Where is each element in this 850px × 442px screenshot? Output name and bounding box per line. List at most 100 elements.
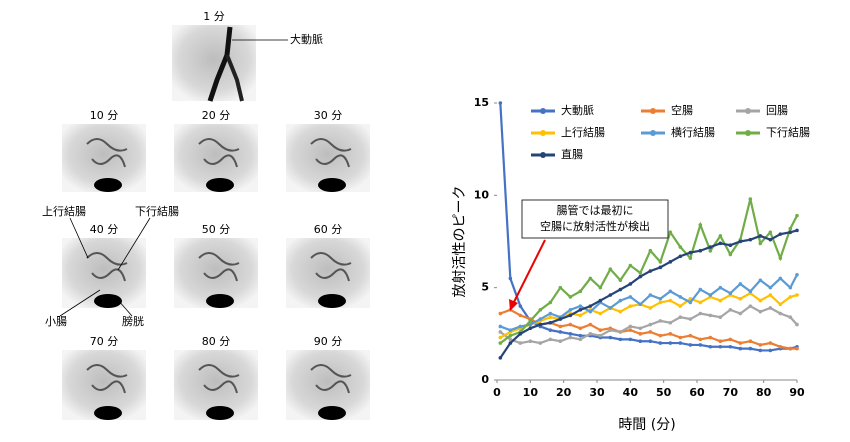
legend-dot [650, 108, 656, 114]
point [788, 226, 793, 231]
point [668, 260, 673, 264]
point [648, 330, 653, 334]
bowel [198, 364, 240, 394]
point [668, 230, 673, 235]
x-tick-label: 70 [723, 386, 739, 399]
scan-image [174, 350, 258, 420]
point [588, 304, 593, 308]
point [738, 296, 743, 301]
point [638, 271, 643, 275]
point [688, 250, 693, 255]
bowel [310, 138, 352, 168]
point [648, 306, 653, 310]
point [658, 260, 663, 264]
point [698, 343, 703, 347]
point [558, 317, 563, 321]
annotation-text: 腸管では最初に [557, 203, 634, 217]
point [718, 285, 723, 290]
x-axis-label: 時間 (分) [618, 417, 675, 433]
x-tick-label: 0 [493, 386, 501, 399]
point [778, 276, 783, 281]
point [698, 223, 703, 227]
legend-label: 回腸 [766, 104, 788, 117]
point [548, 315, 553, 320]
point [638, 326, 643, 331]
bowel [86, 364, 128, 394]
point [538, 317, 543, 321]
point [628, 282, 633, 286]
point [718, 344, 723, 349]
point [728, 291, 733, 296]
point [618, 287, 623, 292]
point [498, 311, 503, 316]
point [638, 302, 643, 307]
point [688, 256, 693, 260]
organ-label: 大動脈 [290, 32, 323, 46]
point [538, 322, 543, 327]
point [578, 333, 583, 338]
point [618, 278, 623, 283]
point [768, 285, 773, 290]
organ-label: 上行結腸 [42, 204, 86, 218]
point [538, 341, 543, 345]
point [598, 285, 603, 290]
point [508, 333, 513, 338]
point [718, 315, 723, 320]
point [795, 272, 799, 277]
point [578, 337, 583, 342]
point [498, 335, 503, 340]
point [628, 324, 633, 329]
point [768, 348, 773, 353]
x-tick-label: 20 [556, 386, 572, 399]
point [548, 328, 553, 332]
x-tick-label: 40 [623, 386, 639, 399]
point [608, 267, 613, 272]
legend-label: 直腸 [561, 147, 583, 161]
point [678, 341, 683, 345]
x-tick-label: 50 [656, 386, 672, 399]
scan-image [174, 124, 258, 192]
point [668, 320, 673, 325]
legend-label: 空腸 [671, 103, 693, 117]
point [678, 245, 683, 249]
point [498, 330, 503, 334]
point [698, 287, 703, 292]
point [718, 241, 723, 246]
time-label: 70 分 [90, 335, 119, 348]
point [698, 311, 703, 316]
point [648, 269, 653, 273]
point [788, 295, 793, 299]
time-label: 1 分 [203, 10, 225, 23]
point [638, 274, 643, 279]
scan-image [62, 124, 146, 192]
legend-label: 下行結腸 [766, 125, 810, 139]
point [638, 332, 643, 336]
point [768, 293, 773, 297]
legend-dot [540, 130, 546, 136]
time-label: 20 分 [202, 109, 231, 122]
point [768, 341, 773, 345]
point [598, 311, 603, 316]
point [738, 239, 743, 244]
point [568, 322, 573, 327]
pointer-line [117, 299, 133, 317]
point [578, 326, 583, 331]
time-label: 50 分 [202, 223, 231, 236]
point [508, 276, 513, 281]
point [618, 298, 623, 303]
pointer-line [117, 217, 151, 271]
point [518, 332, 523, 336]
time-label: 80 分 [202, 335, 231, 348]
point [728, 308, 733, 312]
bladder [94, 294, 122, 308]
point [548, 337, 553, 342]
point [548, 320, 553, 325]
bladder [94, 406, 122, 420]
legend-dot [650, 130, 656, 136]
point [588, 322, 593, 327]
point [648, 248, 653, 253]
legend-dot [745, 108, 751, 114]
bladder [318, 178, 346, 192]
bowel [310, 364, 352, 394]
point [758, 241, 763, 246]
